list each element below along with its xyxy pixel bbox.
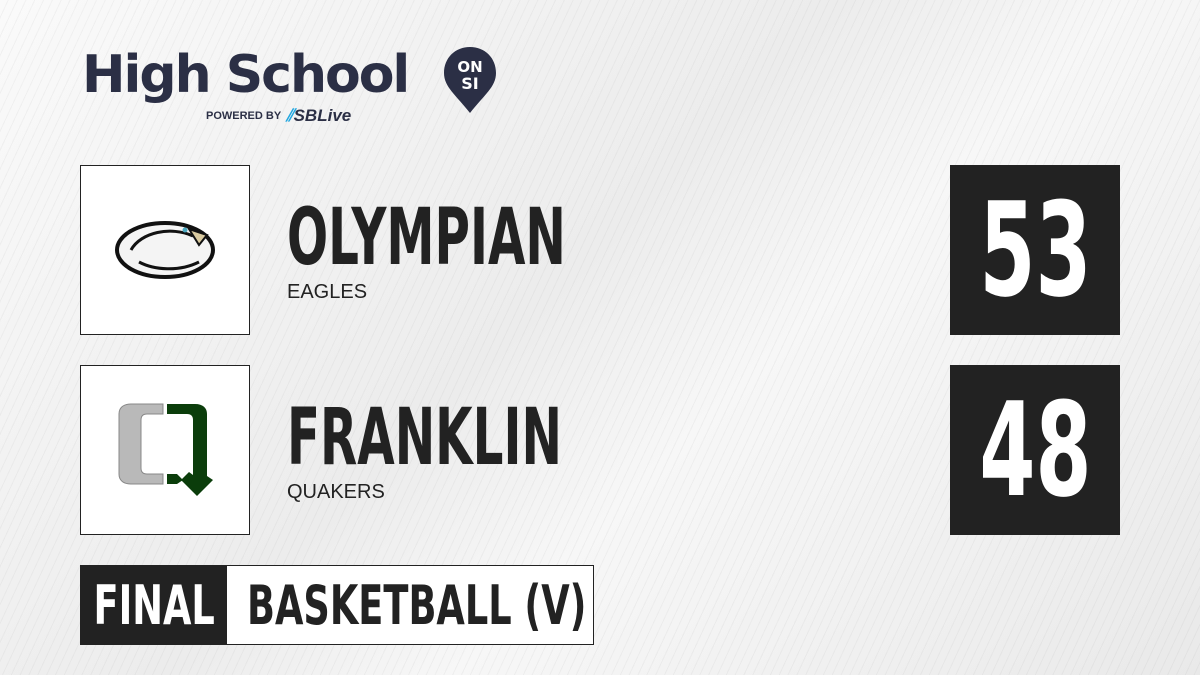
final-badge: FINAL bbox=[81, 566, 227, 644]
team-mascot: EAGLES bbox=[287, 281, 368, 303]
svg-text:ON: ON bbox=[457, 58, 482, 76]
svg-text:SI: SI bbox=[461, 74, 478, 93]
team-name: FRANKLIN bbox=[287, 393, 562, 483]
game-status-bar: FINAL BASKETBALL (V) bbox=[80, 565, 594, 645]
team-logo-franklin bbox=[80, 365, 250, 535]
q-logo-icon bbox=[118, 403, 213, 496]
eagle-logo-icon bbox=[115, 221, 215, 279]
team-score: 53 bbox=[950, 165, 1120, 335]
brand-title: High School bbox=[82, 45, 410, 105]
team-score: 48 bbox=[950, 365, 1120, 535]
on-si-pin-icon: ON SI bbox=[444, 47, 496, 113]
sport-label: BASKETBALL (V) bbox=[247, 573, 587, 637]
sblive-logo: ⫽SBLive bbox=[286, 106, 352, 125]
powered-by-label: POWERED BY bbox=[206, 110, 282, 122]
team-logo-olympian bbox=[80, 165, 250, 335]
team-mascot: QUAKERS bbox=[287, 481, 385, 503]
team-name: OLYMPIAN bbox=[287, 193, 566, 283]
